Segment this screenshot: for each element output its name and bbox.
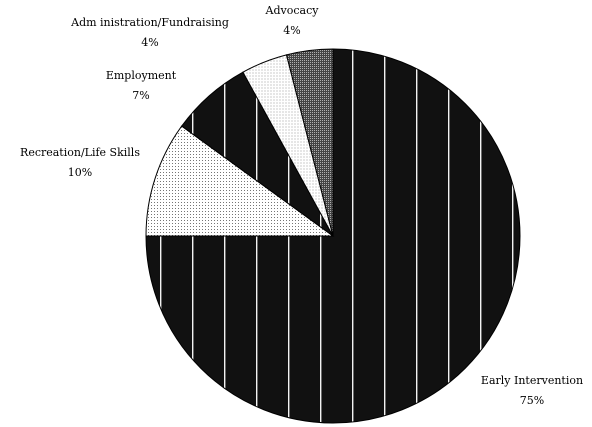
slice-label-recreation-life-skills: Recreation/Life Skills	[20, 146, 140, 159]
pie-slice-advocacy	[285, 48, 334, 237]
slice-value-adm-inistration-fundraising: 4%	[141, 36, 158, 49]
slice-label-early-intervention: Early Intervention	[481, 374, 583, 387]
pie-slice-recreation-life-skills	[145, 125, 335, 237]
slice-value-advocacy: 4%	[283, 24, 300, 37]
slice-value-early-intervention: 75%	[520, 394, 544, 407]
pie-labels: Early Intervention 75% Recreation/Life Ski…	[20, 4, 583, 407]
slice-value-recreation-life-skills: 10%	[68, 166, 92, 179]
slice-value-employment: 7%	[132, 89, 149, 102]
slice-label-advocacy: Advocacy	[265, 4, 320, 17]
slice-label-employment: Employment	[106, 69, 177, 82]
slice-label-adm-inistration-fundraising: Adm inistration/Fundraising	[70, 16, 229, 29]
pie-slices	[145, 48, 521, 424]
